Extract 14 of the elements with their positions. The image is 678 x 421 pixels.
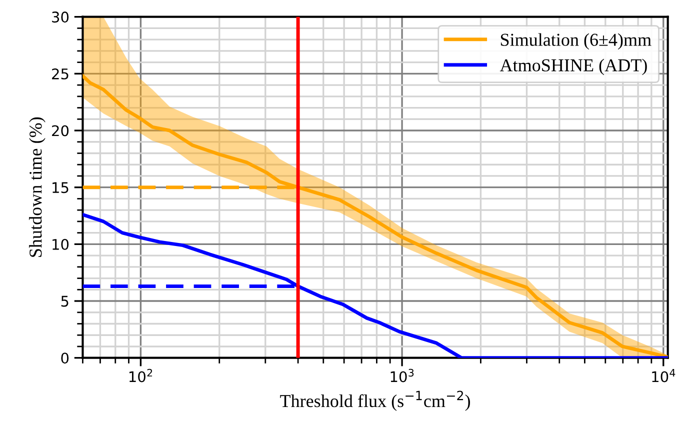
y-tick-label: 10 <box>52 238 69 250</box>
x-tick-label: 10$^{4}$ <box>652 369 676 382</box>
y-tick-label: 20 <box>52 125 69 136</box>
y-tick-label: 5 <box>61 296 68 307</box>
y-tick-label: 15 <box>52 182 68 194</box>
x-tick-label: 10$^{2}$ <box>129 368 152 382</box>
y-tick-label: 0 <box>61 352 69 364</box>
x-axis-title: Threshold flux (s$^{−1}$cm$^{−2}$) <box>280 390 470 411</box>
legend-label: Simulation (6±4)mm <box>500 33 652 50</box>
y-tick-label: 30 <box>52 12 69 23</box>
x-tick-label: 10$^{3}$ <box>390 368 414 382</box>
legend-label: AtmoSHINE (ADT) <box>500 58 647 76</box>
y-axis-title: Shutdown time (%) <box>29 117 46 257</box>
y-tick-label: 25 <box>52 68 68 80</box>
